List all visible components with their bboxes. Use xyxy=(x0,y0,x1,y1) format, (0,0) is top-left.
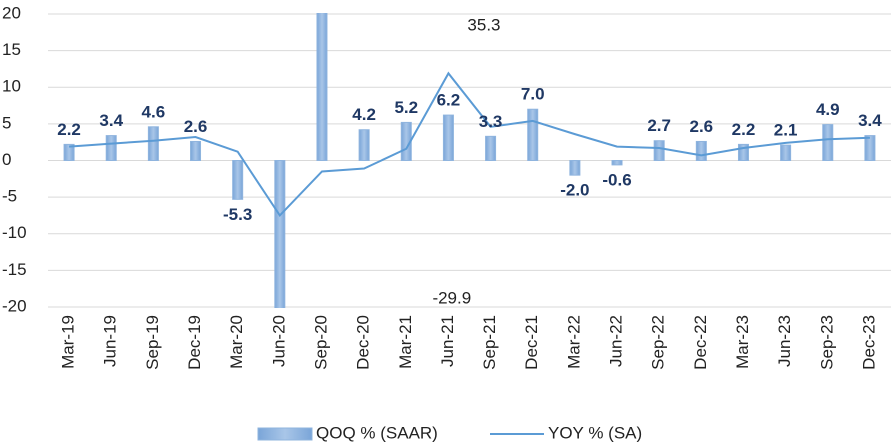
y-tick-label: -15 xyxy=(2,260,27,279)
x-tick-label: Mar-23 xyxy=(733,315,752,369)
bar xyxy=(611,160,623,166)
x-tick-label: Dec-23 xyxy=(859,315,878,370)
data-label: 2.2 xyxy=(57,120,81,139)
data-label: 2.2 xyxy=(732,120,756,139)
x-tick-label: Dec-20 xyxy=(354,315,373,370)
bar xyxy=(147,126,159,161)
y-tick-label: 10 xyxy=(2,77,21,96)
bars xyxy=(63,13,876,308)
bar xyxy=(737,143,749,161)
y-tick-label: -5 xyxy=(2,187,17,206)
data-label: 5.2 xyxy=(394,98,418,117)
bar xyxy=(358,129,370,161)
data-label: 35.3 xyxy=(467,15,500,34)
data-label: -29.9 xyxy=(432,288,471,307)
legend-swatch xyxy=(257,427,313,441)
bar xyxy=(63,143,75,161)
grid xyxy=(48,13,891,308)
bar xyxy=(485,135,497,161)
legend-label: QOQ % (SAAR) xyxy=(316,423,438,442)
bar xyxy=(569,160,581,176)
data-label: 2.1 xyxy=(774,121,798,140)
data-label: -0.6 xyxy=(602,170,631,189)
x-tick-label: Sep-20 xyxy=(311,315,330,370)
y-tick-label: 0 xyxy=(2,150,11,169)
y-tick-label: 20 xyxy=(2,3,21,22)
data-label: 4.2 xyxy=(352,105,376,124)
bar xyxy=(864,135,876,162)
x-tick-label: Sep-22 xyxy=(649,315,668,370)
bar xyxy=(442,114,454,161)
x-tick-label: Sep-19 xyxy=(143,315,162,370)
bar xyxy=(822,124,834,161)
x-tick-label: Jun-20 xyxy=(269,315,288,367)
data-label: 3.4 xyxy=(99,111,123,130)
data-label: 4.9 xyxy=(816,100,840,119)
y-tick-label: -20 xyxy=(2,296,27,315)
bar xyxy=(232,160,244,200)
x-tick-label: Sep-23 xyxy=(817,315,836,370)
data-label: 2.6 xyxy=(184,117,208,136)
data-label: 2.7 xyxy=(647,116,671,135)
line xyxy=(69,71,870,218)
x-tick-label: Jun-23 xyxy=(775,315,794,367)
bar xyxy=(274,160,286,308)
data-label: 6.2 xyxy=(437,91,461,110)
labels: -20 -15 -10 -5 0 5 10 15 20 Mar-19 Jun-19 Sep-19 Dec… xyxy=(2,3,882,442)
data-label: -2.0 xyxy=(560,181,589,200)
data-label: 4.6 xyxy=(142,102,166,121)
bar xyxy=(316,13,328,162)
legend-label: YOY % (SA) xyxy=(548,423,642,442)
y-tick-label: 15 xyxy=(2,40,21,59)
x-tick-label: Dec-21 xyxy=(522,315,541,370)
x-tick-label: Dec-19 xyxy=(185,315,204,370)
data-label: 3.4 xyxy=(858,111,882,130)
bar xyxy=(527,108,539,161)
data-label: 7.0 xyxy=(521,85,545,104)
data-label: -5.3 xyxy=(223,205,252,224)
y-tick-label: -10 xyxy=(2,223,27,242)
x-tick-label: Jun-22 xyxy=(607,315,626,367)
x-tick-label: Sep-21 xyxy=(480,315,499,370)
data-label: 3.3 xyxy=(479,112,503,131)
x-tick-label: Dec-22 xyxy=(691,315,710,370)
bar xyxy=(190,140,202,162)
bar xyxy=(780,144,792,161)
lines xyxy=(69,71,870,218)
x-tick-label: Mar-22 xyxy=(564,315,583,369)
bar xyxy=(653,140,665,162)
y-tick-label: 5 xyxy=(2,113,11,132)
x-tick-label: Jun-19 xyxy=(101,315,120,367)
x-tick-label: Mar-20 xyxy=(227,315,246,369)
bar xyxy=(105,135,117,162)
bar xyxy=(695,140,707,162)
x-tick-label: Jun-21 xyxy=(438,315,457,367)
x-tick-label: Mar-19 xyxy=(59,315,78,369)
x-tick-label: Mar-21 xyxy=(396,315,415,369)
data-label: 2.6 xyxy=(690,117,714,136)
